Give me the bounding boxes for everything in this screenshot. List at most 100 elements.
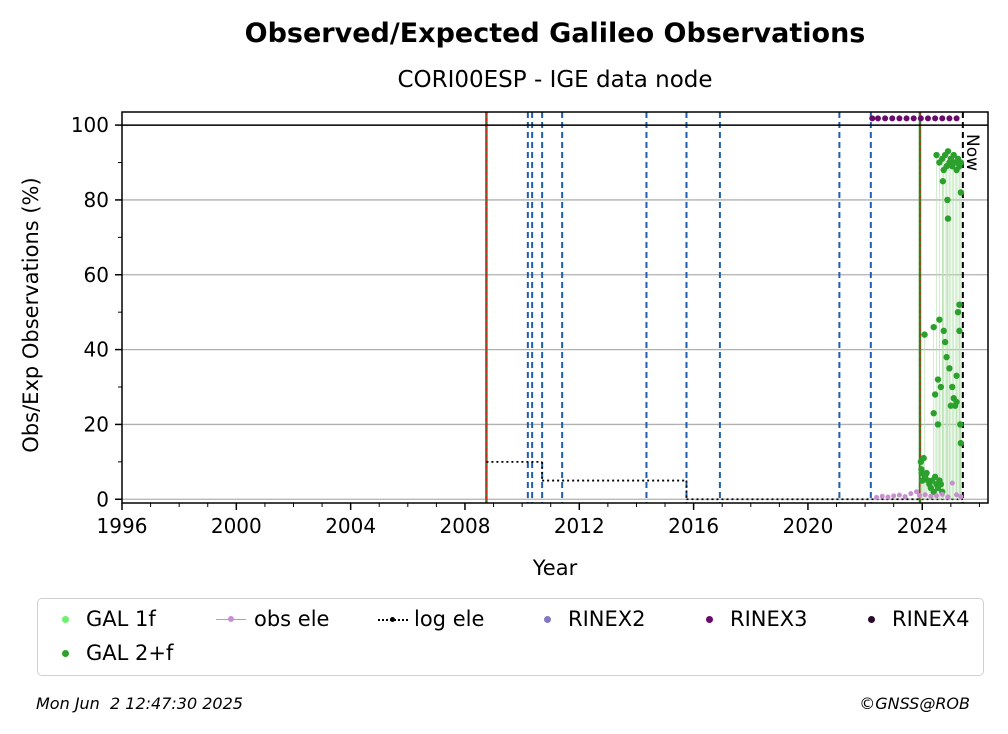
point-gal-2-f [931,473,939,481]
point-obs-ele [896,492,902,498]
legend-item-log-ele: log ele [378,607,484,631]
point-obs-ele [908,491,914,497]
point-obs-ele [916,493,922,499]
x-tick-label: 2012 [554,514,605,538]
legend-label-gal-1f: GAL 1f [86,607,156,631]
point-obs-ele [885,494,891,500]
point-rinex3 [946,115,953,122]
y-axis-label: Obs/Exp Observations (%) [19,177,43,452]
legend-item-gal-1f: GAL 1f [50,607,156,631]
y-tick-label: 100 [71,113,109,137]
point-gal-2-f [933,151,940,159]
point-rinex3 [896,115,903,122]
point-gal-2-f [944,196,951,204]
point-gal-2-f [934,421,942,428]
point-obs-ele [902,494,908,500]
point-rinex3 [932,115,939,122]
legend-marker-rinex3 [694,609,724,629]
point-gal-2-f [934,376,942,383]
point-obs-ele [874,494,880,500]
point-gal-2-f [956,301,963,308]
y-tick-label: 80 [84,188,109,212]
point-rinex3 [924,115,931,122]
point-gal-2-f [920,454,927,462]
point-gal-2-f [950,151,957,159]
legend-label-rinex4: RINEX4 [892,607,970,631]
point-gal-2-f [941,338,949,346]
legend-label-gal-2f: GAL 2+f [86,641,174,665]
legend-marker-rinex4 [856,609,886,629]
point-obs-ele [954,492,960,498]
point-gal-2-f [944,148,952,155]
x-tick-label: 2016 [668,514,719,538]
point-gal-2-f [957,421,964,428]
point-rinex3 [917,115,924,122]
point-rinex3 [939,115,946,122]
legend-label-obs-ele: obs ele [254,607,330,631]
legend-item-obs-ele: obs ele [216,607,329,631]
point-obs-ele [945,494,951,500]
point-gal-2-f [923,469,930,477]
x-tick-label: 2008 [440,514,491,538]
point-obs-ele [879,493,885,499]
point-gal-2-f [944,215,952,222]
point-gal-2-f [921,331,928,338]
point-rinex3 [910,115,917,122]
legend-marker-gal-2f [50,643,80,663]
x-tick-label: 2004 [325,514,376,538]
point-obs-ele [949,480,955,486]
x-tick-label: 1996 [97,514,148,538]
legend-label-rinex2: RINEX2 [568,607,646,631]
point-obs-ele [958,494,964,500]
point-obs-ele [914,489,920,495]
legend-marker-rinex2 [532,609,562,629]
legend-marker-obs-ele [216,609,248,629]
legend: GAL 1f obs ele log ele RINEX2 RINEX3 RIN… [37,598,984,676]
point-obs-ele [934,493,940,499]
plot-frame [121,111,989,504]
point-gal-2-f [946,365,953,372]
point-gal-2-f [949,383,956,391]
chart-title: Observed/Expected Galileo Observations [245,18,866,49]
point-obs-ele [939,491,945,497]
legend-item-gal-2f: GAL 2+f [50,641,173,665]
point-gal-2-f [930,323,937,331]
point-gal-2-f [930,488,937,495]
point-rinex3 [889,115,896,122]
point-gal-2-f [947,402,955,409]
legend-label-rinex3: RINEX3 [730,607,808,631]
point-gal-2-f [954,308,962,316]
point-obs-ele [928,493,934,499]
point-gal-2-f [956,327,963,335]
y-tick-label: 20 [84,412,109,436]
footer-credit: ©GNSS@ROB [859,694,970,713]
x-tick-label: 2024 [897,514,948,538]
x-axis-label: Year [532,556,578,580]
point-gal-2-f [957,439,965,447]
point-gal-2-f [957,159,965,166]
y-tick-label: 0 [96,487,109,511]
point-gal-2-f [953,398,960,406]
point-gal-2-f [943,353,950,361]
footer-timestamp: Mon Jun 2 12:47:30 2025 [36,694,243,713]
y-tick-label: 60 [84,263,109,287]
point-obs-ele [922,492,928,498]
point-gal-2-f [930,410,937,417]
point-rinex3 [903,115,910,122]
legend-item-rinex2: RINEX2 [532,607,646,631]
legend-item-rinex4: RINEX4 [856,607,970,631]
point-rinex3 [869,115,876,122]
legend-marker-gal-1f [50,609,80,629]
point-gal-2-f [937,481,945,488]
point-obs-ele [891,493,897,499]
point-gal-2-f [931,391,939,398]
y-tick-label: 40 [84,338,109,362]
x-tick-label: 2000 [211,514,262,538]
point-gal-2-f [937,383,945,391]
legend-marker-log-ele [378,609,408,629]
point-rinex3 [882,115,889,122]
point-rinex3 [874,115,881,122]
point-gal-2-f [940,327,947,335]
chart-subtitle: CORI00ESP - IGE data node [397,67,712,93]
